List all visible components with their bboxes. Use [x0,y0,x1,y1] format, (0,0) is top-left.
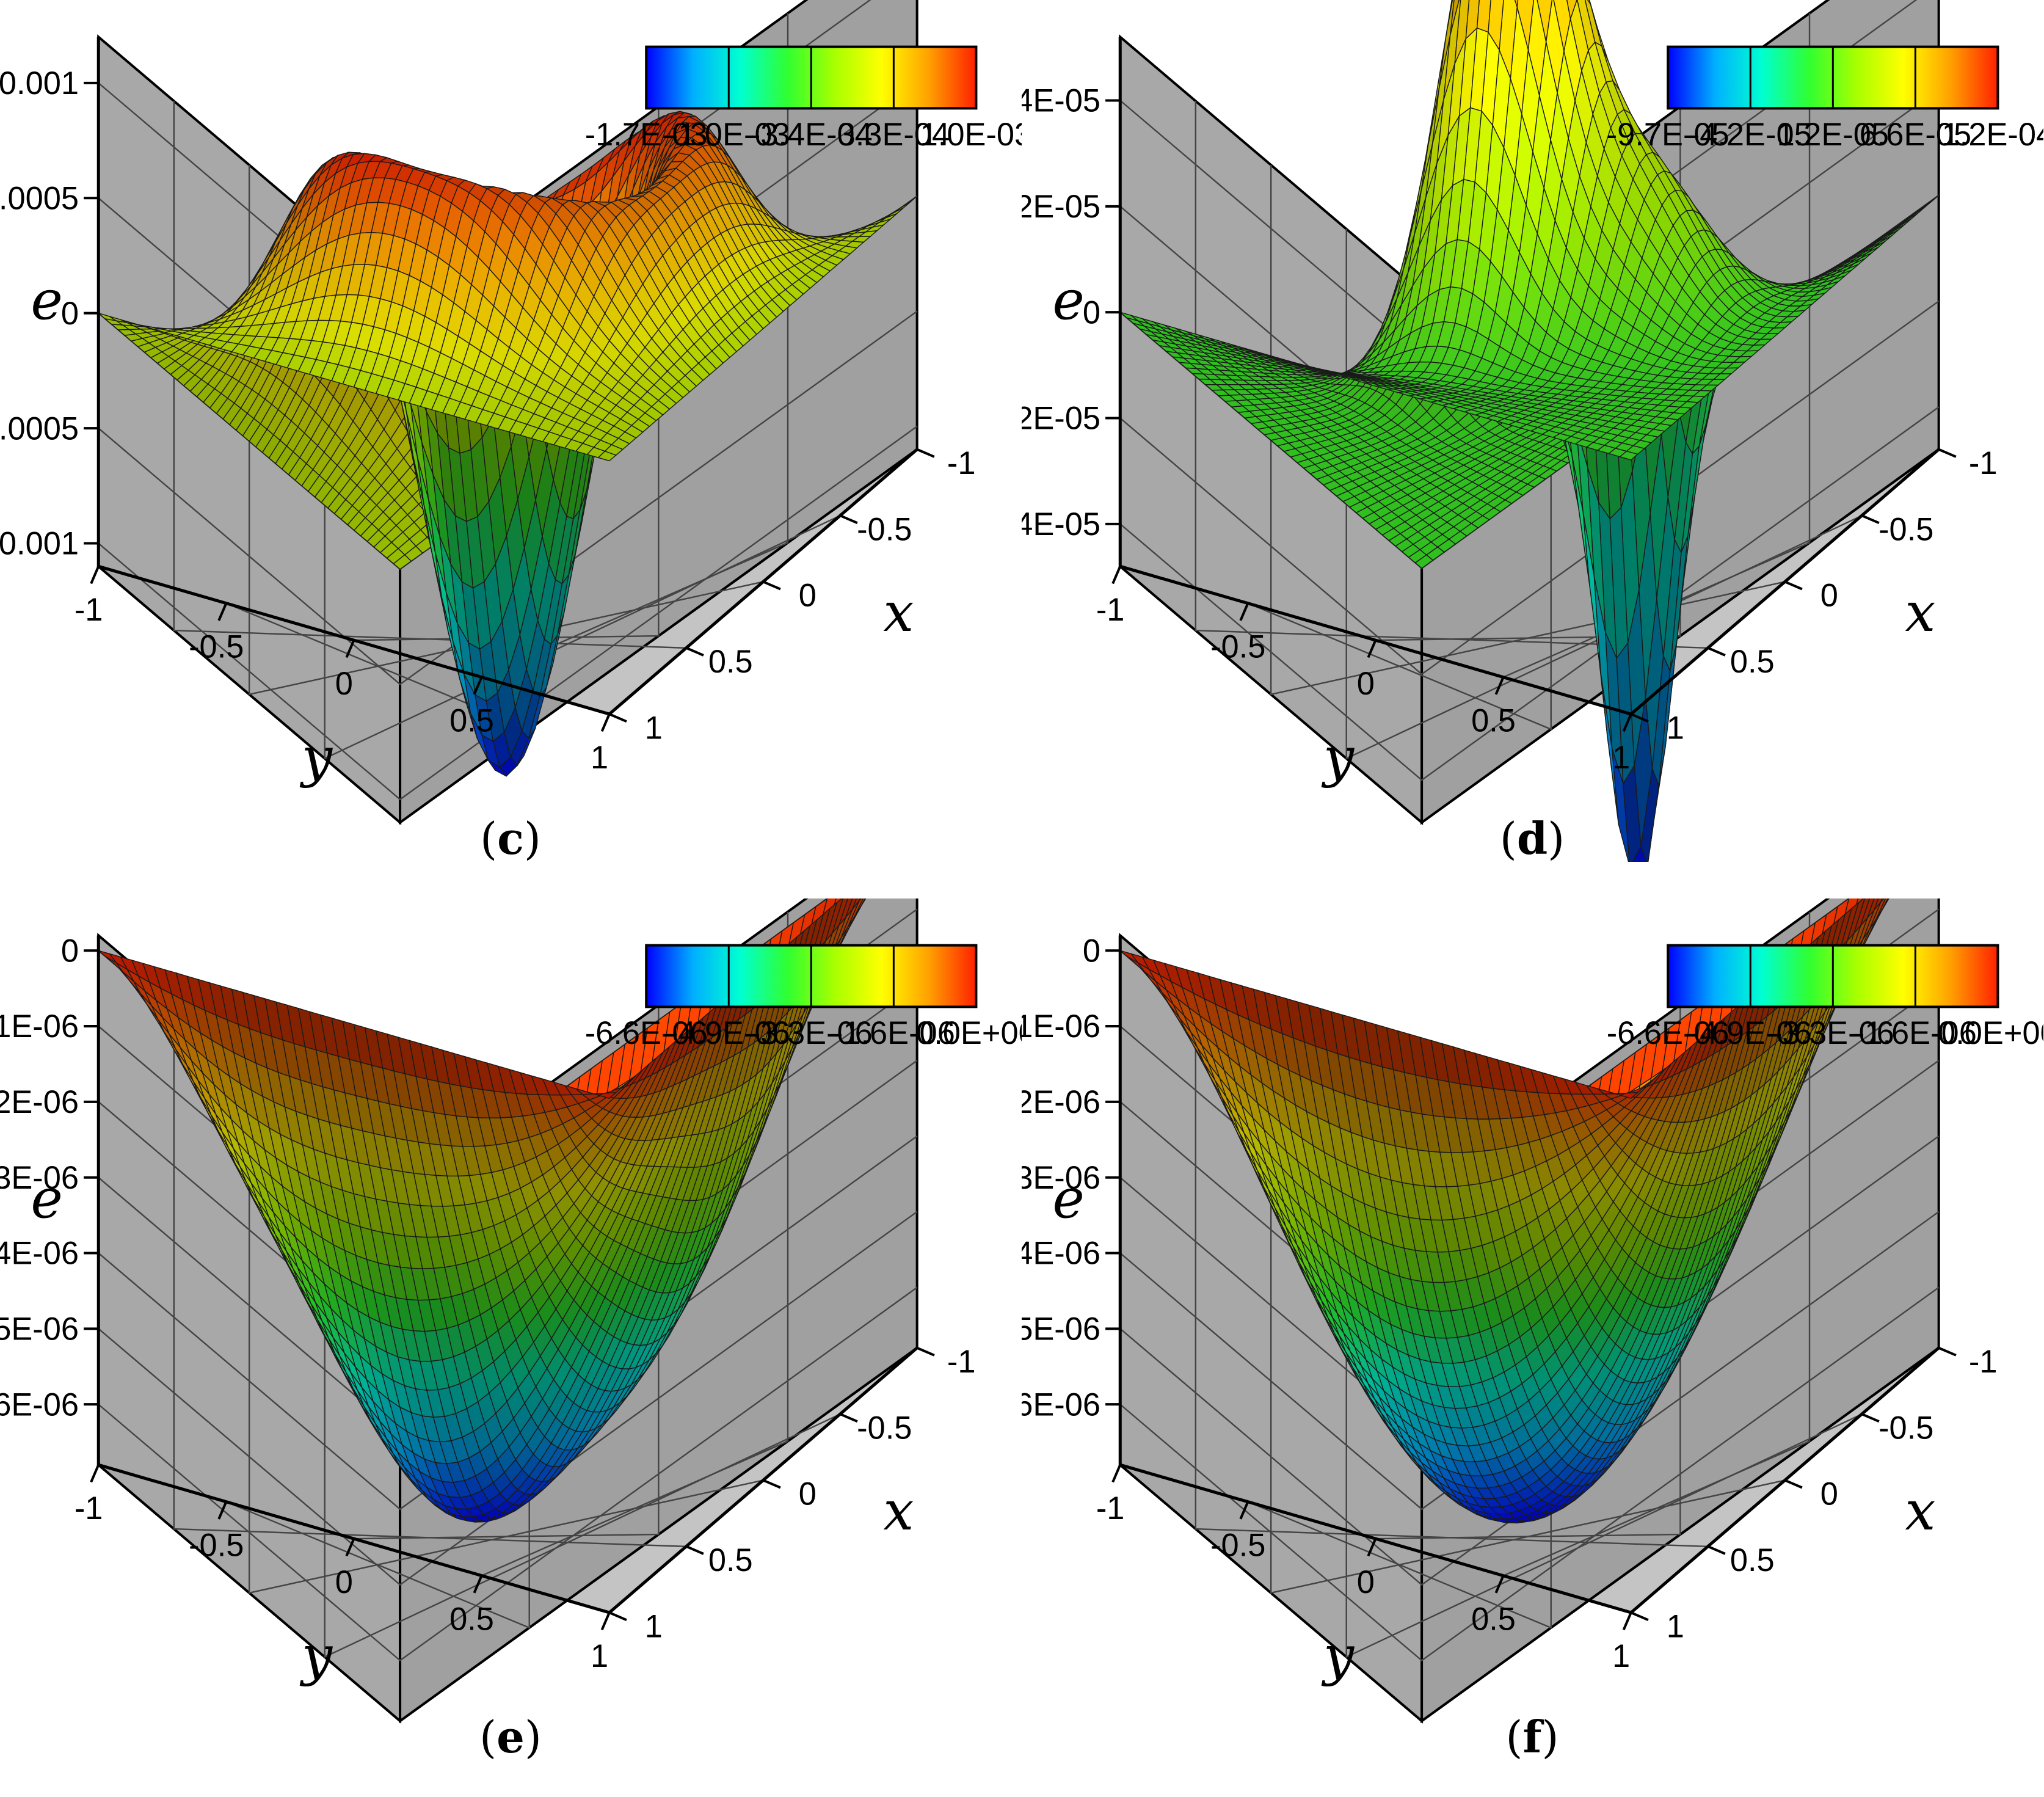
x-tick [839,514,858,525]
surface-plot-d: -4E-05 -2E-05 0 2E-05 4E-05 -1 -0.5 0 0.5 1 -1 -0.5… [1022,0,2043,862]
z-tick-label: -2E-05 [1022,401,1100,437]
grid-line [481,13,789,678]
x-tick [685,646,704,657]
z-tick-label: 4E-05 [1022,84,1100,119]
grid-line [1119,301,1940,676]
z-axis-title: e [31,269,62,332]
z-tick-label: -0.0005 [0,411,79,447]
panel-d: -4E-05 -2E-05 0 2E-05 4E-05 -1 -0.5 0 0.5 1 -1 -0.5… [1022,0,2043,898]
colorbar-c: -1.7E-03-1.0E-03-3.4E-043.3E-041.0E-03 [585,45,1022,153]
colorbar-label: -3.4E-04 [750,117,873,153]
x-axis-title: x [1905,581,1935,644]
axis-titles-c: e y x [31,269,914,789]
grid-line [98,310,918,685]
y-tick-label: 0.5 [449,703,494,738]
y-tick-label: -0.5 [189,629,244,665]
colorbar-label: -1.0E-03 [667,117,790,153]
colorbar-label: 1.2E-04 [1942,117,2043,153]
tick-labels-c: -0.001 -0.0005 0 0.0005 0.001 -1 -0.5 0 0.5 1 -1 -0… [0,66,976,776]
colorbar-label: -4.2E-05 [1689,117,1812,153]
colorbar-label: 1.0E-03 [920,117,1022,153]
surface-c [98,111,918,777]
colorbar-label: -9.7E-05 [1607,117,1729,153]
z-tick-label: -0.001 [0,527,79,562]
y-axis-title: y [299,726,333,789]
surface-plot-e: -6E-06-5E-06-4E-06-3E-06-2E-06-1E-060-1-… [0,898,1022,1724]
grid-line [98,426,918,801]
axis-titles-d: e y x [1052,269,1935,789]
colorbar-label: 6.6E-05 [1860,117,1972,153]
x-tick-label: 0.5 [708,644,753,680]
grid-line [1119,406,1940,781]
z-axis-title: e [1052,269,1084,332]
x-tick [1784,580,1803,591]
z-tick-label: -4E-05 [1022,507,1100,542]
y-tick [473,676,483,695]
panel-c: -0.001 -0.0005 0 0.0005 0.001 -1 -0.5 0 0.5 1 -1 -0… [0,0,1022,898]
surface-plot-c: -0.001 -0.0005 0 0.0005 0.001 -1 -0.5 0 0.5 1 -1 -0… [0,0,1022,825]
y-tick [1494,676,1505,695]
z-tick-label: 2E-05 [1022,189,1100,225]
y-tick [600,713,611,732]
panel-label-d: (d) [1499,812,1565,864]
y-tick-label: -1 [75,592,103,628]
grid-line [1195,101,1708,649]
x-tick-label: 1 [1667,710,1684,746]
surface-cell [597,450,617,462]
z-tick-label: 0.001 [0,66,79,101]
x-tick-label: -0.5 [857,512,912,547]
y-tick-label: -0.5 [1210,629,1265,665]
x-tick-label: 0.5 [1730,644,1775,680]
y-tick [1367,640,1377,658]
x-tick-label: 0 [1820,578,1838,614]
grid-line [98,1211,918,1586]
y-tick-label: 1 [591,740,608,776]
y-axis-title: y [1321,726,1355,789]
surface-e [98,898,867,1523]
surface-d [1119,0,1940,862]
panel-e: -6E-06-5E-06-4E-06-3E-06-2E-06-1E-060-1-… [0,898,1022,1797]
y-tick [345,640,355,658]
y-tick-label: 1 [1612,740,1630,776]
x-tick [1707,646,1726,657]
z-tick-label: 0 [61,296,79,332]
grid-line [173,999,686,1548]
grid-line [98,1286,918,1662]
x-tick [1861,514,1880,525]
z-tick-label: 0.0005 [0,181,79,216]
x-axis-title: x [883,581,914,644]
grid-line [481,911,789,1576]
y-tick [1111,566,1122,585]
colorbar-label: 1.2E-05 [1777,117,1889,153]
surface-cell [1566,0,1577,21]
y-tick [1239,602,1249,621]
y-tick-label: 0.5 [1471,703,1516,738]
x-tick-label: 0 [799,578,817,614]
x-tick [608,713,627,723]
z-tick-label: 0 [1083,295,1100,330]
y-tick [1622,713,1632,732]
x-tick [1938,448,1957,458]
x-tick [1630,713,1649,723]
panel-label-c: (c) [479,812,542,864]
y-tick-label: 0 [1357,666,1375,702]
colorbar-label: -1.7E-03 [585,117,708,153]
surface-cell [1619,450,1639,461]
y-tick-label: 0 [335,666,353,702]
colorbar-d: -9.7E-05-4.2E-051.2E-056.6E-051.2E-04 [1607,45,2043,153]
tick-labels-d: -4E-05 -2E-05 0 2E-05 4E-05 -1 -0.5 0 0.5 1 -1 -0.5… [1022,84,1998,776]
x-tick-label: -1 [947,446,976,481]
x-tick-label: 1 [645,710,663,746]
grid-line [98,1135,918,1511]
x-tick-label: -1 [1969,446,1998,481]
y-tick-label: -1 [1096,592,1125,628]
colorbar-label: 3.3E-04 [838,117,950,153]
y-tick [90,566,100,585]
grid-line [248,1063,763,1594]
y-tick [217,602,228,621]
x-tick [916,448,935,458]
x-tick-label: -0.5 [1879,512,1933,547]
x-tick [762,580,781,591]
